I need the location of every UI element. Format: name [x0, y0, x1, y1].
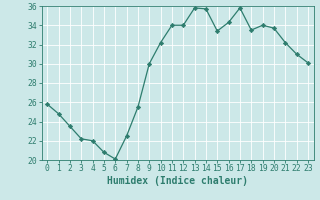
X-axis label: Humidex (Indice chaleur): Humidex (Indice chaleur)	[107, 176, 248, 186]
